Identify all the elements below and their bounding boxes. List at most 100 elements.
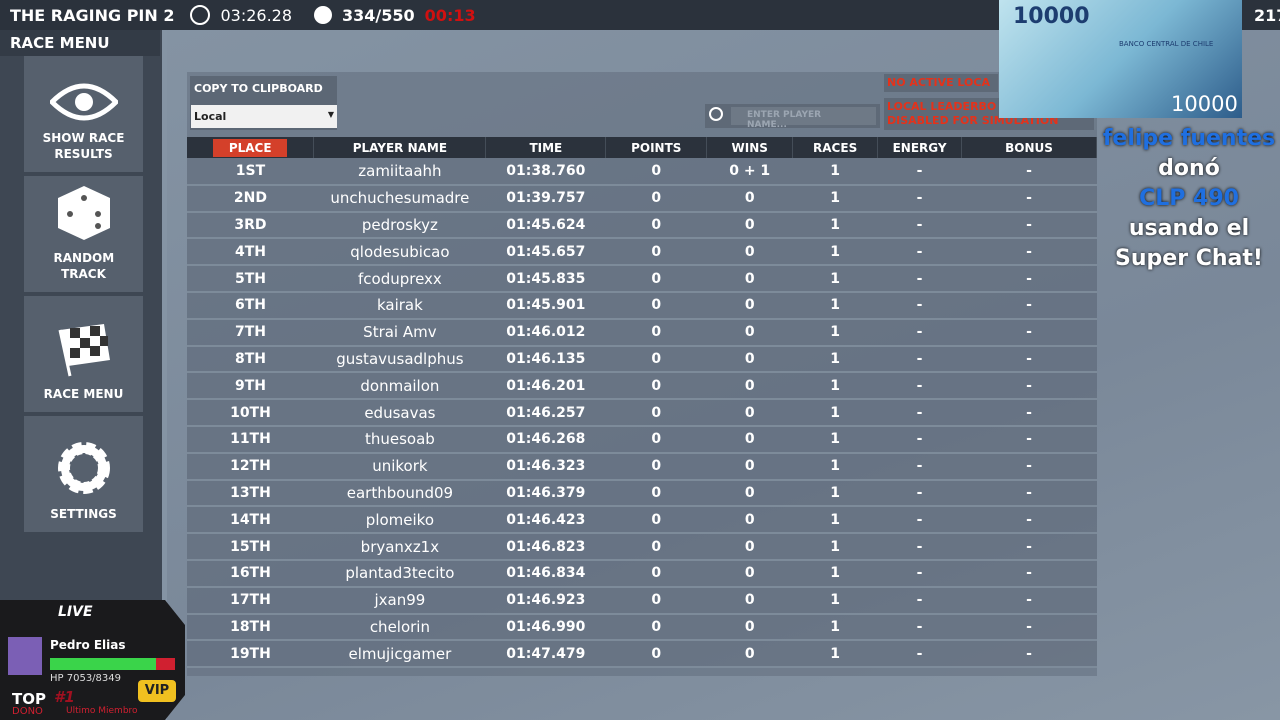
chevron-down-icon: ▼ (327, 110, 334, 119)
random-track-button[interactable]: RANDOM TRACK (24, 176, 143, 292)
cell: 8TH (187, 345, 314, 374)
live-label: LIVE (58, 604, 93, 620)
table-row: 14TH plomeiko 01:46.423 0 0 1- - (187, 506, 1097, 535)
race-menu-button[interactable]: RACE MENU (24, 296, 143, 412)
cell: 0 (605, 425, 707, 454)
cell: bryanxz1x (313, 533, 486, 561)
column-header[interactable]: POINTS (605, 137, 708, 158)
dono-label: DONO (12, 706, 43, 717)
leaderboard-select[interactable]: Local ▼ (191, 105, 337, 128)
cell: 0 (706, 586, 793, 615)
table-row: 11TH thuesoab 01:46.268 0 0 1- - (187, 425, 1097, 454)
table-row: 17TH jxan99 01:46.923 0 0 1- - (187, 586, 1097, 615)
vip-badge: VIP (138, 680, 176, 702)
cell: 1 (792, 158, 878, 186)
cell: 1 (792, 452, 878, 481)
cell: 0 (706, 425, 793, 454)
cell: - (961, 372, 1097, 401)
cell: - (877, 211, 962, 240)
cell: 0 (706, 345, 793, 374)
cell: 01:47.479 (485, 640, 606, 669)
cell: - (877, 452, 962, 481)
cell: edusavas (313, 399, 486, 427)
cell: 0 (706, 613, 793, 642)
cell: - (961, 559, 1097, 588)
column-header[interactable]: ENERGY (877, 137, 963, 158)
cell: 01:46.268 (485, 425, 606, 454)
cell: 17TH (187, 586, 314, 615)
cell: 0 (605, 613, 707, 642)
table-row: 6TH kairak 01:45.901 0 0 1- - (187, 291, 1097, 320)
cell: 6TH (187, 291, 314, 320)
column-header[interactable]: PLAYER NAME (313, 137, 487, 158)
cell: 0 (706, 372, 793, 401)
cell: 01:46.135 (485, 345, 606, 374)
cell: 01:46.201 (485, 372, 606, 401)
column-header[interactable]: BONUS (961, 137, 1097, 158)
cell: earthbound09 (313, 479, 486, 508)
table-row: 15TH bryanxz1x 01:46.823 0 0 1- - (187, 533, 1097, 561)
cell: 0 (605, 533, 707, 561)
cell: 01:46.834 (485, 559, 606, 588)
cell: 0 (706, 265, 793, 293)
column-header[interactable]: WINS (706, 137, 794, 158)
eye-icon (49, 83, 118, 121)
right-number: 217 (1254, 5, 1280, 25)
hp-bar (50, 658, 175, 670)
cell: zamiitaahh (313, 158, 486, 186)
cell: 0 (605, 345, 707, 374)
cell: - (961, 158, 1097, 186)
settings-button[interactable]: SETTINGS (24, 416, 143, 532)
cell: 1 (792, 184, 878, 213)
cell: - (961, 265, 1097, 293)
column-header[interactable]: TIME (485, 137, 607, 158)
cell: 0 (605, 184, 707, 213)
cell: 0 (605, 586, 707, 615)
cell: - (961, 184, 1097, 213)
cell: 0 (605, 506, 707, 535)
cell: - (877, 559, 962, 588)
cell: 13TH (187, 479, 314, 508)
cell: 0 (605, 318, 707, 347)
superchat-alert: felipe fuentes donó CLP 490 usando el Su… (1102, 126, 1276, 271)
table-row: 3RD pedroskyz 01:45.624 0 0 1- - (187, 211, 1097, 240)
cell: 1 (792, 265, 878, 293)
column-header[interactable]: PLACE (187, 137, 315, 158)
table-row: 9TH donmailon 01:46.201 0 0 1- - (187, 372, 1097, 401)
player-search[interactable]: ENTER PLAYER NAME... (705, 104, 880, 130)
cell: 11TH (187, 425, 314, 454)
cell: 9TH (187, 372, 314, 401)
cell: 01:45.624 (485, 211, 606, 240)
cell: 1 (792, 372, 878, 401)
warning-no-active: NO ACTIVE LOCA (884, 74, 998, 92)
cell: chelorin (313, 613, 486, 642)
cell: 0 (605, 559, 707, 588)
cell: - (961, 318, 1097, 347)
dice-icon (57, 186, 110, 240)
cell: 01:45.657 (485, 238, 606, 267)
table-row: 8TH gustavusadlphus 01:46.135 0 0 1- - (187, 345, 1097, 374)
viewer-hud: LIVE Pedro Elias HP 7053/8349 TOP DONO #… (0, 600, 185, 720)
cell: 1 (792, 506, 878, 535)
cell: 0 (605, 640, 707, 669)
donor-image: 10000 BANCO CENTRAL DE CHILE 10000 (999, 0, 1242, 118)
table-row: 4TH qlodesubicao 01:45.657 0 0 1- - (187, 238, 1097, 267)
leaderboard-table: PLACE PLAYER NAME TIME POINTS WINS RACES ENERG… (187, 137, 1097, 669)
cell: 01:46.923 (485, 586, 606, 615)
cell: - (961, 452, 1097, 481)
search-input[interactable]: ENTER PLAYER NAME... (731, 107, 876, 130)
top-label: TOP (12, 690, 46, 708)
cell: - (961, 425, 1097, 454)
cell: 1 (792, 238, 878, 267)
cell: 0 + 1 (706, 158, 793, 186)
show-race-results-button[interactable]: SHOW RACE RESULTS (24, 56, 143, 172)
cell: - (877, 613, 962, 642)
cell: 3RD (187, 211, 314, 240)
bank-name: BANCO CENTRAL DE CHILE (1119, 40, 1214, 48)
column-header[interactable]: RACES (792, 137, 879, 158)
game-title: THE RAGING PIN 2 (10, 5, 175, 25)
cell: 12TH (187, 452, 314, 481)
cell: 01:46.323 (485, 452, 606, 481)
table-row: 16TH plantad3tecito 01:46.834 0 0 1- - (187, 559, 1097, 588)
